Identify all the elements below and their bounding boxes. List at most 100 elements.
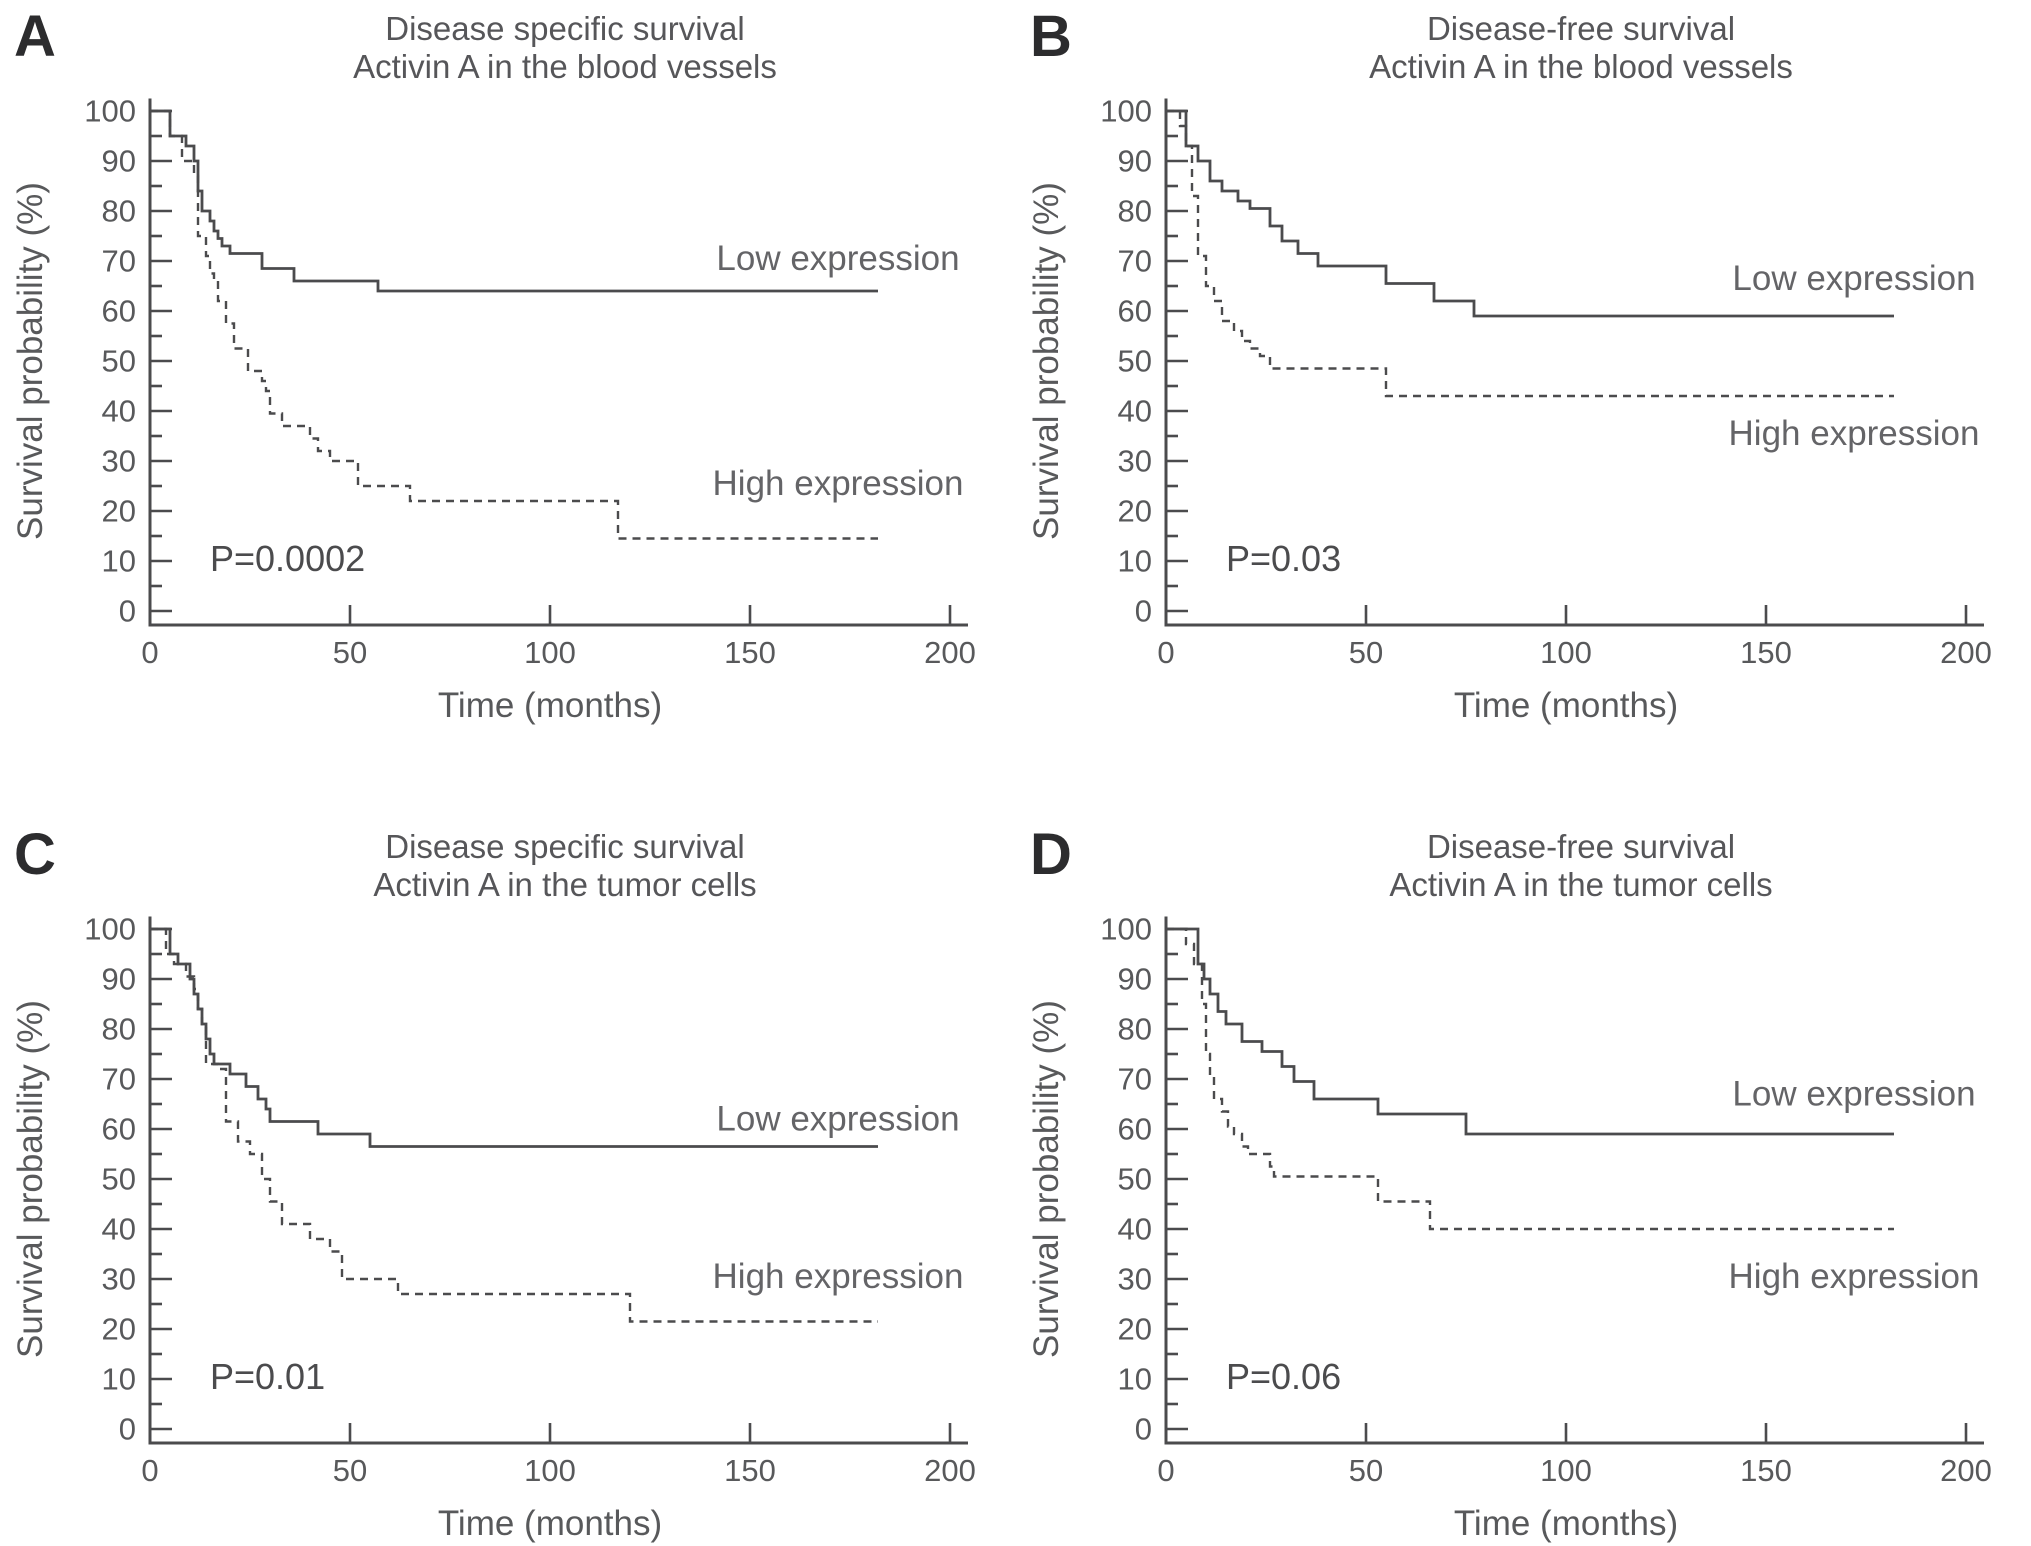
panel-a-title-line1: Disease specific survival <box>385 10 745 47</box>
panel-d: D Disease-free survival Activin A in the… <box>1016 773 2031 1546</box>
y-tick-label: 40 <box>102 394 136 429</box>
x-axis-title: Time (months) <box>1454 1504 1678 1543</box>
y-tick-label: 100 <box>1100 94 1152 129</box>
panel-a-title-line2: Activin A in the blood vessels <box>353 48 777 85</box>
panel-b-title-line1: Disease-free survival <box>1426 10 1736 47</box>
x-tick-label: 150 <box>724 635 776 670</box>
y-tick-label: 0 <box>119 594 136 629</box>
x-tick-label: 0 <box>1157 1453 1174 1488</box>
panel-c-letter: C <box>14 822 56 887</box>
x-tick-label: 100 <box>1540 1453 1592 1488</box>
y-tick-label: 30 <box>102 1262 136 1297</box>
p-value-label: P=0.06 <box>1226 1356 1341 1397</box>
p-value-label: P=0.01 <box>210 1356 325 1397</box>
low-expression-curve <box>150 927 878 1148</box>
panel-a-survival-plot: 0 10 20 30 40 50 60 70 80 90 100 0 50 100 150 200 Time (… <box>11 94 976 726</box>
low-expression-curve <box>150 109 878 293</box>
y-tick-label: 90 <box>1118 144 1152 179</box>
low-expression-label: Low expression <box>1732 1075 1975 1114</box>
y-tick-label: 80 <box>1118 194 1152 229</box>
x-tick-label: 0 <box>1157 635 1174 670</box>
y-tick-label: 70 <box>1118 244 1152 279</box>
panel-b-title-line2: Activin A in the blood vessels <box>1369 48 1793 85</box>
y-tick-label: 50 <box>102 1162 136 1197</box>
panel-b: B Disease-free survival Activin A in the… <box>1016 0 2031 773</box>
x-tick-label: 100 <box>1540 635 1592 670</box>
y-tick-label: 60 <box>102 1112 136 1147</box>
y-tick-label: 10 <box>1118 1362 1152 1397</box>
y-tick-label: 0 <box>119 1412 136 1447</box>
p-value-label: P=0.0002 <box>210 538 365 579</box>
panel-c: C Disease specific survival Activin A in… <box>0 773 1015 1546</box>
low-expression-curve <box>1166 927 1894 1136</box>
high-expression-curve <box>1166 927 1894 1231</box>
panel-a-letter: A <box>14 4 56 69</box>
y-tick-label: 40 <box>102 1212 136 1247</box>
x-tick-label: 200 <box>1940 1453 1992 1488</box>
x-tick-label: 50 <box>1349 635 1383 670</box>
x-tick-label: 150 <box>1740 1453 1792 1488</box>
panel-d-title: Disease-free survival Activin A in the t… <box>1166 828 1996 904</box>
x-tick-label: 100 <box>524 635 576 670</box>
y-tick-label: 80 <box>102 194 136 229</box>
y-tick-label: 70 <box>102 244 136 279</box>
x-tick-label: 0 <box>141 1453 158 1488</box>
y-tick-label: 60 <box>1118 294 1152 329</box>
y-tick-label: 100 <box>84 94 136 129</box>
panel-d-survival-plot: 0 10 20 30 40 50 60 70 80 90 100 0 50 100 150 200 Time (… <box>1027 912 1992 1544</box>
panel-b-title: Disease-free survival Activin A in the b… <box>1166 10 1996 86</box>
y-tick-label: 10 <box>1118 544 1152 579</box>
p-value-label: P=0.03 <box>1226 538 1341 579</box>
panel-d-letter: D <box>1030 822 1072 887</box>
high-expression-label: High expression <box>1729 1257 1980 1296</box>
high-expression-label: High expression <box>1729 414 1980 453</box>
y-axis-title: Survival probability (%) <box>1027 1000 1066 1358</box>
y-tick-label: 20 <box>1118 494 1152 529</box>
panel-a-title: Disease specific survival Activin A in t… <box>150 10 980 86</box>
y-tick-label: 80 <box>102 1012 136 1047</box>
high-expression-curve <box>1166 109 1894 398</box>
y-axis-title: Survival probability (%) <box>11 182 50 540</box>
y-tick-label: 70 <box>102 1062 136 1097</box>
x-tick-label: 50 <box>333 1453 367 1488</box>
panel-b-survival-plot: 0 10 20 30 40 50 60 70 80 90 100 0 50 100 150 200 Time (… <box>1027 94 1992 726</box>
y-tick-label: 30 <box>1118 444 1152 479</box>
panel-c-title-line2: Activin A in the tumor cells <box>373 866 757 903</box>
x-tick-label: 150 <box>1740 635 1792 670</box>
high-expression-label: High expression <box>713 464 964 503</box>
x-tick-label: 100 <box>524 1453 576 1488</box>
low-expression-curve <box>1166 109 1894 318</box>
x-axis-title: Time (months) <box>1454 686 1678 725</box>
low-expression-label: Low expression <box>716 1100 959 1139</box>
y-tick-label: 60 <box>1118 1112 1152 1147</box>
x-tick-label: 200 <box>924 1453 976 1488</box>
panel-a: A Disease specific survival Activin A in… <box>0 0 1015 773</box>
y-tick-label: 50 <box>1118 1162 1152 1197</box>
x-tick-label: 150 <box>724 1453 776 1488</box>
y-tick-label: 50 <box>1118 344 1152 379</box>
low-expression-label: Low expression <box>1732 259 1975 298</box>
x-tick-label: 0 <box>141 635 158 670</box>
x-tick-label: 200 <box>924 635 976 670</box>
y-tick-label: 90 <box>102 144 136 179</box>
y-tick-label: 80 <box>1118 1012 1152 1047</box>
y-tick-label: 0 <box>1135 594 1152 629</box>
y-tick-label: 30 <box>1118 1262 1152 1297</box>
y-tick-label: 20 <box>102 1312 136 1347</box>
y-tick-label: 90 <box>102 962 136 997</box>
x-tick-label: 200 <box>1940 635 1992 670</box>
y-tick-label: 20 <box>102 494 136 529</box>
y-tick-label: 100 <box>84 912 136 947</box>
x-axis-title: Time (months) <box>438 686 662 725</box>
y-tick-label: 60 <box>102 294 136 329</box>
y-tick-label: 10 <box>102 544 136 579</box>
y-tick-label: 0 <box>1135 1412 1152 1447</box>
y-axis-title: Survival probability (%) <box>1027 182 1066 540</box>
panel-c-title-line1: Disease specific survival <box>385 828 745 865</box>
panel-c-survival-plot: 0 10 20 30 40 50 60 70 80 90 100 0 50 100 150 200 Time (… <box>11 912 976 1544</box>
y-tick-label: 30 <box>102 444 136 479</box>
panel-d-title-line1: Disease-free survival <box>1426 828 1736 865</box>
y-tick-label: 50 <box>102 344 136 379</box>
panel-c-title: Disease specific survival Activin A in t… <box>150 828 980 904</box>
x-tick-label: 50 <box>333 635 367 670</box>
